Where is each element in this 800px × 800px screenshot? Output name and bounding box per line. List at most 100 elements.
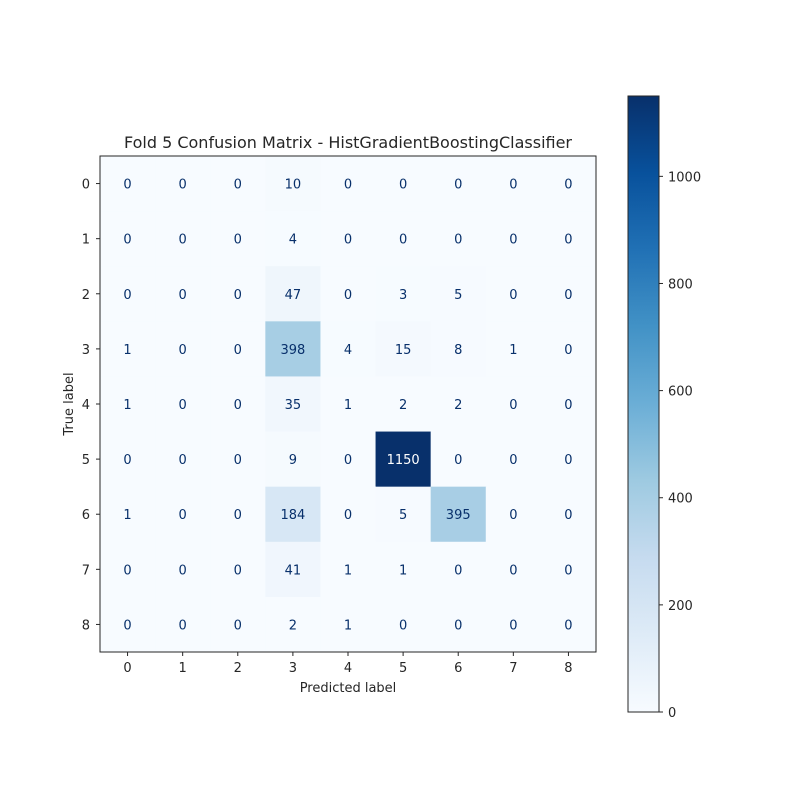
cell-value-label: 0 (234, 288, 242, 303)
heatmap-cell (320, 211, 377, 267)
heatmap-cell (320, 266, 377, 322)
cell-value-label: 0 (179, 508, 187, 523)
heatmap-cell (320, 596, 377, 653)
cell-value-label: 0 (123, 618, 131, 633)
cell-value-label: 0 (564, 563, 572, 578)
cell-value-label: 1 (123, 508, 131, 523)
heatmap-cell (540, 211, 597, 267)
heatmap-cell (320, 321, 377, 377)
cell-value-label: 0 (454, 563, 462, 578)
colorbar-tick-label: 200 (668, 599, 693, 614)
cell-value-label: 1 (123, 398, 131, 413)
heatmap-cell (540, 266, 597, 322)
cell-value-label: 1 (344, 618, 352, 633)
heatmap-cell (485, 376, 542, 433)
x-axis-label: Predicted label (300, 681, 397, 696)
cell-value-label: 3 (399, 288, 407, 303)
heatmap-cell (210, 376, 266, 433)
heatmap-cell-labels: 0 0 0 10 0 0 0 0 00 0 0 4 0 0 0 0 00 0 0 47 0 3 5 0 01 0 0 398 4 15 8 1… (123, 178, 572, 634)
cell-value-label: 0 (454, 178, 462, 193)
cell-value-label: 15 (395, 343, 412, 358)
cell-value-label: 0 (344, 453, 352, 468)
heatmap-cell (100, 156, 156, 212)
heatmap-cell (485, 211, 542, 267)
heatmap-cell (100, 486, 156, 543)
cell-value-label: 35 (285, 398, 302, 413)
cell-value-label: 184 (280, 508, 305, 523)
cell-value-label: 0 (179, 453, 187, 468)
heatmap-cell (210, 541, 266, 598)
cell-value-label: 2 (454, 398, 462, 413)
cell-value-label: 0 (123, 563, 131, 578)
x-tick-label: 3 (289, 661, 297, 676)
heatmap-cell (320, 541, 377, 598)
heatmap-cell (155, 266, 211, 322)
heatmap-cell (485, 266, 542, 322)
heatmap-cell (210, 211, 266, 267)
cell-value-label: 0 (179, 398, 187, 413)
heatmap-cells (100, 156, 597, 653)
cell-value-label: 0 (564, 508, 572, 523)
cell-value-label: 1 (399, 563, 407, 578)
heatmap-cell (100, 211, 156, 267)
cell-value-label: 0 (509, 618, 517, 633)
heatmap-cell (265, 211, 321, 267)
heatmap-cell (265, 486, 321, 543)
heatmap-cell (375, 211, 432, 267)
heatmap-cell (210, 156, 266, 212)
cell-value-label: 0 (179, 178, 187, 193)
heatmap-cell (265, 431, 321, 488)
cell-value-label: 0 (399, 178, 407, 193)
heatmap-cell (485, 431, 542, 488)
y-tick-label: 4 (82, 398, 90, 413)
cell-value-label: 398 (280, 343, 305, 358)
cell-value-label: 1 (344, 398, 352, 413)
heatmap-cell (485, 541, 542, 598)
cell-value-label: 0 (509, 288, 517, 303)
x-tick-label: 1 (179, 661, 187, 676)
heatmap-cell (155, 376, 211, 433)
heatmap-cell (375, 486, 432, 543)
colorbar (627, 95, 660, 713)
x-tick-label: 8 (564, 661, 572, 676)
heatmap-cell (265, 376, 321, 433)
cell-value-label: 395 (446, 508, 471, 523)
heatmap-cell (210, 431, 266, 488)
cell-value-label: 0 (509, 563, 517, 578)
cell-value-label: 0 (234, 178, 242, 193)
heatmap-cell (210, 266, 266, 322)
cell-value-label: 2 (399, 398, 407, 413)
heatmap-cell (320, 156, 377, 212)
heatmap-cell (155, 596, 211, 653)
heatmap-cell (375, 156, 432, 212)
heatmap-cell (485, 596, 542, 653)
y-tick-label: 3 (82, 343, 90, 358)
cell-value-label: 0 (234, 398, 242, 413)
cell-value-label: 0 (234, 453, 242, 468)
heatmap-cell (265, 156, 321, 212)
cell-value-label: 4 (344, 343, 352, 358)
heatmap-cell (320, 376, 377, 433)
cell-value-label: 0 (234, 563, 242, 578)
heatmap-cell (540, 541, 597, 598)
colorbar-ticks: 0 200 400 600 800 1000 (659, 170, 701, 721)
cell-value-label: 2 (289, 618, 297, 633)
heatmap-cell (375, 596, 432, 653)
x-axis-ticks: 0 1 2 3 4 5 6 7 8 (123, 652, 573, 676)
cell-value-label: 0 (123, 453, 131, 468)
cell-value-label: 0 (344, 288, 352, 303)
heatmap-cell (155, 321, 211, 377)
y-tick-label: 8 (82, 618, 90, 633)
heatmap-cell (155, 431, 211, 488)
heatmap-cell (375, 431, 432, 488)
heatmap-cell (375, 376, 432, 433)
colorbar-tick-label: 600 (668, 385, 693, 400)
y-axis-ticks: 0 1 2 3 4 5 6 7 8 (82, 178, 100, 633)
heatmap-cell (155, 541, 211, 598)
heatmap-cell (540, 596, 597, 653)
heatmap-cell (100, 376, 156, 433)
cell-value-label: 1 (509, 343, 517, 358)
cell-value-label: 0 (509, 398, 517, 413)
cell-value-label: 0 (564, 343, 572, 358)
